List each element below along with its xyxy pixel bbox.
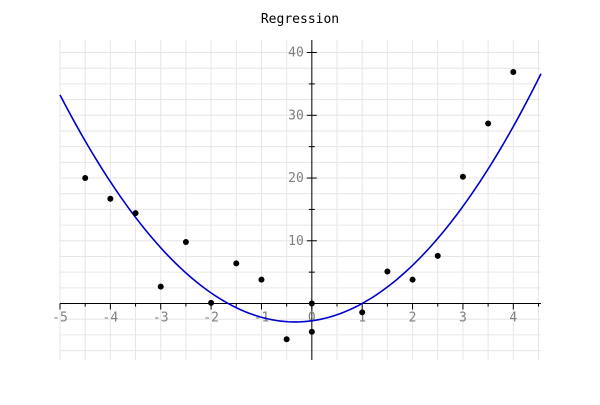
y-tick-label: 30 [288,108,304,123]
data-point [182,239,189,246]
data-point [485,120,492,127]
data-point [82,175,89,182]
chart-title: Regression [261,12,339,27]
x-tick-label: -2 [203,311,219,326]
data-point [107,195,114,202]
data-point [434,252,441,259]
data-point [233,260,240,267]
data-point [359,309,366,316]
y-tick-label: 20 [288,171,304,186]
data-point [208,299,215,306]
points-layer [82,69,517,343]
data-point [308,300,315,307]
x-tick-label: -3 [153,311,169,326]
x-tick-label: 3 [459,311,467,326]
y-tick-label: 40 [288,46,304,61]
x-tick-label: -4 [103,311,119,326]
data-point [510,69,517,75]
x-tick-label: 1 [358,311,366,326]
y-tick-label: 10 [288,234,304,249]
grid-layer [59,40,541,360]
data-point [308,328,315,335]
x-tick-label: 2 [409,311,417,326]
data-point [384,268,391,275]
data-point [459,173,466,180]
data-point [157,283,164,290]
regression-curve [59,73,542,323]
x-tick-label: 0 [308,311,316,326]
data-point [409,276,416,283]
data-point [283,336,290,343]
x-tick-label: 4 [509,311,517,326]
x-tick-label: -5 [52,311,68,326]
data-point [132,210,139,217]
data-point [258,276,265,283]
fit-layer [59,73,542,323]
